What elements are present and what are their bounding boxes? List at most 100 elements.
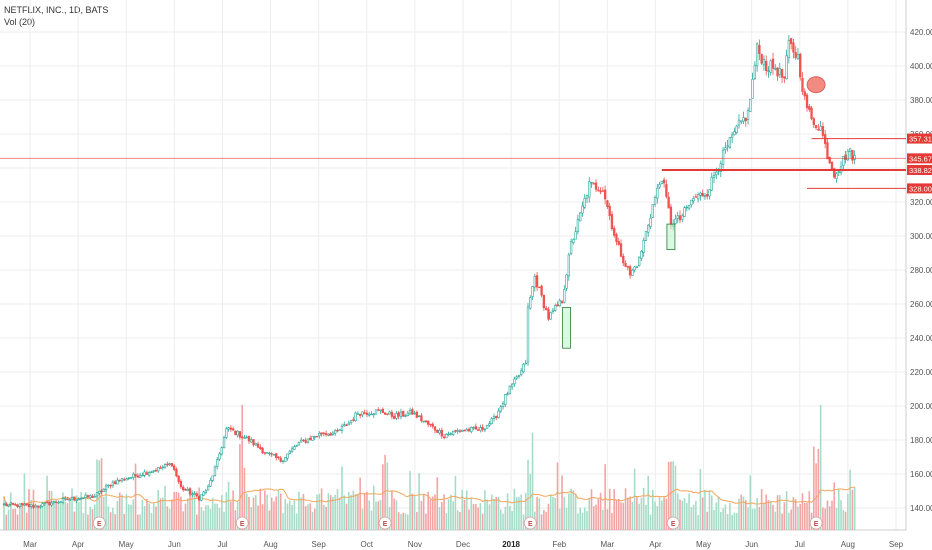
candle-body [767,70,770,72]
price-axis[interactable]: 140.00 160.00 180.00 200.00 220.00 240.00 260.… [907,28,932,513]
time-tick-label: Sep [312,540,327,549]
candle-body [250,439,253,443]
volume-bar [731,514,733,530]
ellipse-marker[interactable] [806,76,826,94]
volume-bar [359,477,361,530]
volume-bar [307,504,309,530]
time-tick-label: Nov [408,540,422,549]
volume-bar [452,501,454,530]
candle-body [585,195,589,199]
candle-body [726,145,729,148]
time-tick-label: Mar [600,540,614,549]
time-tick-label: Aug [263,540,277,549]
candle-body [590,182,593,184]
volume-bar [105,489,107,530]
time-tick-label: May [696,540,711,549]
volume-bar [48,490,51,530]
candle-body [306,438,310,443]
volume-bar [348,491,350,530]
volume-indicator-label[interactable]: Vol (20) [4,17,36,27]
time-tick-label: Jul [217,540,227,549]
time-axis[interactable]: Mar Apr May Jun Jul Aug Sep Oct Nov Dec 2018 Feb Mar… [23,540,904,549]
volume-bar [427,491,429,530]
volume-bar [436,477,439,530]
candle-body [152,470,155,472]
candle-body [458,430,462,432]
candle-body [270,453,273,455]
candle-body [123,479,126,481]
volume-bar [252,497,255,530]
volume-bar [171,499,173,530]
volume-bar [25,512,28,530]
volume-bar [579,507,581,530]
volume-bar [794,499,797,530]
volume-bar [627,497,629,530]
volume-bar [615,500,618,530]
candle-body [136,475,139,478]
candle-body [656,187,659,199]
volume-bar [55,500,57,530]
highlight-boxes[interactable] [562,223,676,349]
candle-body [433,426,437,431]
candle-body [551,309,555,312]
candle-body [549,311,552,320]
candle-body [674,218,677,224]
volume-bar [107,506,110,530]
volume-bar [80,491,82,530]
candle-body [635,266,639,269]
candle-body [329,433,332,436]
volume-bar [150,512,153,530]
volume-bar [368,500,371,530]
candle-body [73,496,76,501]
volume-bar [286,503,289,530]
volume-bar [320,488,323,530]
earnings-icon [378,516,392,530]
candle-body [7,503,10,507]
volume-bar [245,493,248,530]
volume-bar [159,498,162,530]
time-tick-label: Apr [649,540,662,549]
candle-body [322,432,326,435]
volume-bar [279,493,282,530]
volume-bar [484,490,486,530]
candle-body [352,419,355,421]
sell-signal-ellipse [806,76,826,94]
candle-body [690,199,693,206]
volume-bar [311,511,314,530]
time-tick-label: Aug [841,540,855,549]
candle-body [70,497,74,500]
volume-bar [289,500,291,530]
price-level-tag [907,153,932,164]
candle-body [751,78,754,99]
volume-bar [758,507,761,530]
volume-bar [177,492,180,530]
candle-body [200,494,203,501]
candle-body [696,194,700,200]
candle-body [765,60,768,71]
candle-body [601,190,605,192]
candle-body [55,501,58,503]
candle-body [397,412,400,417]
volume-bar [370,510,373,530]
candle-body [111,481,115,486]
volume-bar [418,473,420,530]
candle-body [161,466,164,469]
volume-bar [640,497,643,530]
candle-body [774,68,777,70]
volume-bar [831,500,833,530]
volume-bar [726,514,729,530]
volume-bar [393,498,395,530]
candle-body [263,452,267,454]
volume-bar [776,495,779,530]
candle-body [467,428,471,432]
horizontal-levels[interactable] [0,138,906,189]
volume-bar [803,502,806,530]
volume-bar [470,497,473,530]
volume-bar [329,495,332,530]
candle-body [9,502,12,505]
candle-body [622,255,625,264]
volume-bar [822,507,824,530]
volume-bar [499,509,502,530]
